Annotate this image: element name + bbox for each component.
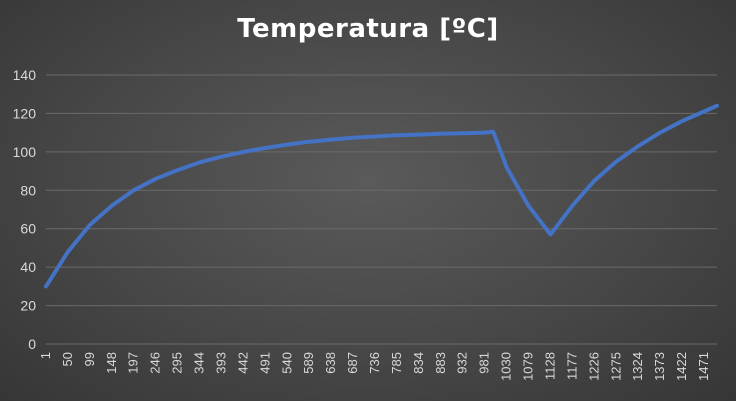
x-tick-label: 442: [235, 352, 250, 374]
x-tick-label: 1: [38, 352, 53, 359]
y-tick-label: 120: [13, 105, 37, 121]
x-tick-label: 491: [257, 352, 272, 374]
x-tick-label: 687: [345, 352, 360, 374]
x-tick-label: 1177: [564, 352, 579, 380]
x-tick-label: 736: [367, 352, 382, 374]
series-line-0: [44, 103, 719, 289]
x-tick-label: 1422: [674, 352, 689, 381]
x-tick-label: 295: [170, 352, 185, 374]
x-tick-label: 99: [82, 352, 97, 366]
x-tick-label: 1275: [608, 352, 623, 381]
y-tick-label: 80: [20, 182, 36, 198]
y-tick-label: 20: [20, 298, 36, 314]
chart-title: Temperatura [ºC]: [237, 14, 499, 44]
y-tick-label: 40: [20, 259, 36, 275]
x-tick-label: 589: [301, 352, 316, 374]
y-tick-label: 60: [20, 221, 36, 237]
x-tick-label: 932: [455, 352, 470, 374]
y-tick-label: 140: [13, 67, 37, 83]
x-tick-label: 197: [126, 352, 141, 374]
x-tick-label: 148: [104, 352, 119, 374]
x-tick-label: 1471: [696, 352, 711, 381]
x-tick-label: 834: [411, 352, 426, 374]
x-tick-label: 1226: [586, 352, 601, 381]
x-tick-label: 785: [389, 352, 404, 374]
y-tick-label: 100: [13, 144, 37, 160]
x-tick-label: 883: [433, 352, 448, 374]
x-tick-label: 1324: [630, 352, 645, 381]
x-tick-label: 246: [148, 352, 163, 374]
x-tick-label: 638: [323, 352, 338, 374]
x-tick-label: 344: [192, 352, 207, 374]
x-tick-label: 540: [279, 352, 294, 374]
x-tick-label: 50: [60, 352, 75, 366]
x-tick-label: 981: [477, 352, 492, 374]
x-tick-label: 1030: [499, 352, 514, 381]
x-tick-label: 393: [213, 352, 228, 374]
x-tick-label: 1373: [652, 352, 667, 381]
x-tick-label: 1079: [521, 352, 536, 381]
y-tick-label: 0: [28, 336, 36, 352]
x-tick-label: 1128: [542, 352, 557, 380]
